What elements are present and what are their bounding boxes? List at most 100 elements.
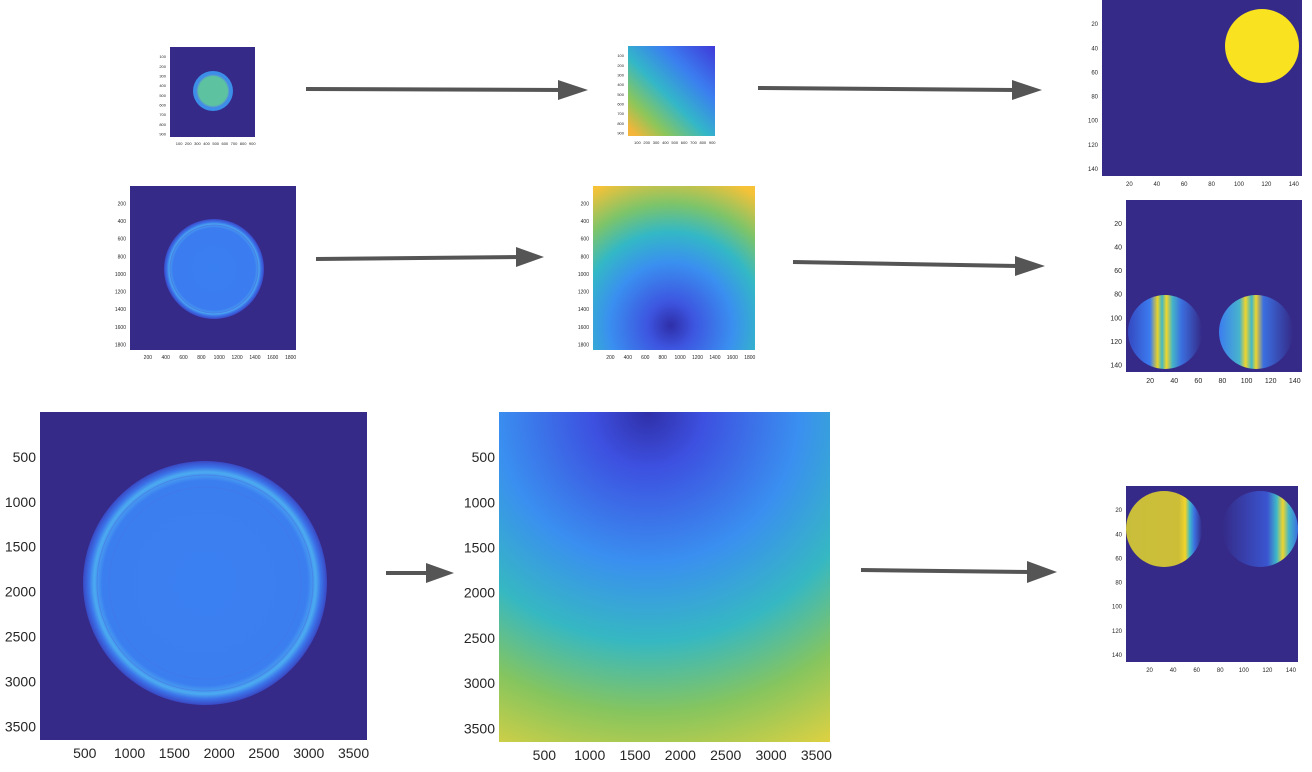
row3-source-axes: 500 1000 1500 2000 2500 3000 3500 500 1000 1500 20… (5, 449, 369, 761)
row3-result-panel: 20 40 60 80 100 120 140 20 40 60 80 100 120 140 (1094, 480, 1312, 682)
r2_result-xtick-label: 20 (1146, 378, 1154, 385)
r1_phase-ytick-label: 500 (617, 92, 624, 97)
r3_result-xtick-label: 20 (1146, 668, 1153, 674)
row2-result-panel: 20 40 60 80 100 120 140 20 40 60 80 100 120 140 (1094, 194, 1312, 388)
r2_result-xtick-label: 100 (1241, 378, 1253, 385)
row2-source-disk (164, 219, 264, 319)
r1_result-ytick-label: 120 (1088, 143, 1099, 149)
r2_phase-xtick-label: 1800 (744, 355, 755, 361)
r1_result-xtick-label: 140 (1289, 182, 1300, 188)
r2_result-ytick-label: 120 (1110, 339, 1122, 346)
r2_phase-ytick-label: 1800 (578, 342, 589, 348)
r3_source-ytick-label: 3500 (5, 718, 36, 734)
r1_result-xtick-label: 80 (1208, 182, 1215, 188)
r3_result-xtick-label: 100 (1239, 668, 1250, 674)
r3_result-ytick-label: 140 (1112, 653, 1123, 659)
r3_phase-xtick-label: 2500 (710, 747, 741, 763)
r2_source-ytick-label: 1600 (115, 325, 126, 331)
r1_phase-ytick-label: 300 (617, 72, 624, 77)
r1_phase-ytick-label: 200 (617, 63, 624, 68)
r1_phase-ytick-label: 700 (617, 111, 624, 116)
row2-phase-mask (593, 186, 755, 350)
r2_phase-xtick-label: 1000 (675, 355, 686, 361)
row3-result-axes: 20 40 60 80 100 120 140 20 40 60 80 100 120 140 (1112, 508, 1297, 674)
r3_result-ytick-label: 100 (1112, 605, 1123, 611)
r3_source-xtick-label: 2500 (248, 745, 279, 761)
row2-source-image-panel: 200 400 600 800 1000 1200 1400 1600 1800 200 400 60… (100, 180, 310, 370)
r3_result-ytick-label: 120 (1112, 629, 1123, 635)
arrow-row2-b (792, 256, 1045, 276)
row1-result-panel: 20 40 60 80 100 120 140 20 40 60 80 100 120 140 (1088, 0, 1312, 190)
r2_phase-xtick-label: 1600 (727, 355, 738, 361)
r1_result-ytick-label: 20 (1091, 22, 1098, 28)
row2-result-axes: 20 40 60 80 100 120 140 20 40 60 80 100 120 140 (1110, 221, 1300, 385)
r3_result-xtick-label: 60 (1193, 668, 1200, 674)
r3_source-ytick-label: 3000 (5, 673, 36, 689)
r3_phase-xtick-label: 1000 (574, 747, 605, 763)
r2_source-ytick-label: 400 (118, 219, 127, 225)
r1_source-xtick-label: 600 (221, 141, 228, 146)
row2-result-field (1128, 295, 1293, 369)
r2_phase-xtick-label: 200 (606, 355, 615, 361)
r1_source-xtick-label: 300 (194, 141, 201, 146)
r3_phase-xtick-label: 3000 (755, 747, 786, 763)
r1_result-ytick-label: 80 (1091, 95, 1098, 101)
r1_result-xtick-label: 20 (1126, 182, 1133, 188)
r3_source-ytick-label: 2500 (5, 629, 36, 645)
row1-result-image (1102, 0, 1302, 176)
r1_phase-ytick-label: 400 (617, 82, 624, 87)
r3_phase-ytick-label: 3500 (464, 720, 495, 736)
r1_phase-ytick-label: 600 (617, 101, 624, 106)
r2_result-ytick-label: 40 (1114, 245, 1122, 252)
r2_source-ytick-label: 600 (118, 237, 127, 243)
r2_source-xtick-label: 1800 (285, 355, 296, 361)
r2_source-ytick-label: 800 (118, 254, 127, 260)
r2_result-ytick-label: 140 (1110, 362, 1122, 369)
r3_result-xtick-label: 80 (1217, 668, 1224, 674)
r1_result-ytick-label: 40 (1091, 46, 1098, 52)
r2_phase-ytick-label: 1600 (578, 325, 589, 331)
row2-source-image (130, 186, 296, 350)
r2_phase-ytick-label: 800 (581, 254, 590, 260)
row3-phase-mask-panel: 500 1000 1500 2000 2500 3000 3500 500 1000 1500 20… (450, 404, 850, 772)
r1_phase-xtick-label: 500 (671, 140, 678, 145)
r3_source-xtick-label: 3500 (338, 745, 369, 761)
r2_result-ytick-label: 80 (1114, 292, 1122, 299)
r3_phase-ytick-label: 3000 (464, 675, 495, 691)
r1_result-xtick-label: 40 (1153, 182, 1160, 188)
r1_result-ytick-label: 60 (1091, 70, 1098, 76)
arrow-row1-b (757, 80, 1042, 100)
r1_result-ytick-label: 100 (1088, 119, 1099, 125)
r2_source-xtick-label: 600 (179, 355, 188, 361)
r2_phase-xtick-label: 1200 (692, 355, 703, 361)
r1_source-xtick-label: 100 (176, 141, 183, 146)
arrow-row3-a (386, 563, 454, 583)
r2_phase-ytick-label: 200 (581, 201, 590, 207)
row3-source-disk (83, 461, 327, 705)
r3_phase-ytick-label: 500 (472, 449, 496, 465)
r3_phase-xtick-label: 500 (533, 747, 557, 763)
row1-phase-mask (628, 46, 715, 136)
r3_result-xtick-label: 140 (1286, 668, 1297, 674)
r2_source-ytick-label: 200 (118, 201, 127, 207)
r1_phase-xtick-label: 300 (653, 140, 660, 145)
r2_result-xtick-label: 120 (1265, 378, 1277, 385)
r3_result-xtick-label: 40 (1170, 668, 1177, 674)
r1_phase-ytick-label: 900 (617, 130, 624, 135)
row2-phase-mask-panel: 200 400 600 800 1000 1200 1400 1600 1800 200 400 60… (560, 180, 770, 370)
r3_source-ytick-label: 1500 (5, 539, 36, 555)
arrow-row3-b (860, 561, 1057, 583)
row2-phase-axes: 200 400 600 800 1000 1200 1400 1600 1800 200 400 60… (578, 201, 756, 361)
arrow-row2-a (315, 247, 544, 267)
r1_source-xtick-label: 400 (203, 141, 210, 146)
r1_phase-xtick-label: 100 (634, 140, 641, 145)
row1-source-image-panel: 100 200 300 400 500 600 700 800 900 100 200 300 400 5… (150, 40, 270, 152)
r2_source-ytick-label: 1400 (115, 307, 126, 313)
r1_phase-xtick-label: 900 (709, 140, 716, 145)
arrow-row1-a (305, 80, 588, 100)
r3_source-ytick-label: 2000 (5, 584, 36, 600)
r3_source-xtick-label: 2000 (204, 745, 235, 761)
r1_source-ytick-label: 500 (159, 93, 166, 98)
r2_phase-ytick-label: 1000 (578, 272, 589, 278)
r1_source-ytick-label: 200 (159, 64, 166, 69)
